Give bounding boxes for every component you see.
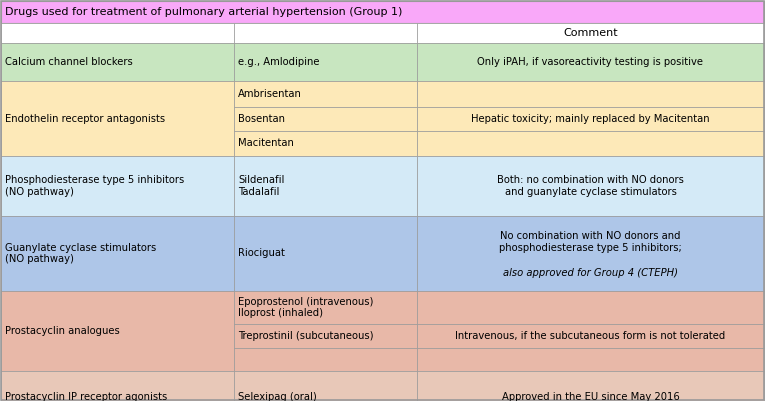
Bar <box>234 81 417 107</box>
Text: Intravenous, if the subcutaneous form is not tolerated: Intravenous, if the subcutaneous form is… <box>455 331 726 341</box>
Text: Endothelin receptor antagonists: Endothelin receptor antagonists <box>5 113 165 124</box>
Text: Prostacyclin analogues: Prostacyclin analogues <box>5 326 120 336</box>
Bar <box>234 43 417 81</box>
Bar <box>234 216 417 291</box>
Text: Prostacyclin IP receptor agonists: Prostacyclin IP receptor agonists <box>5 392 168 401</box>
Bar <box>1 216 234 291</box>
Text: Treprostinil (subcutaneous): Treprostinil (subcutaneous) <box>238 331 373 341</box>
Text: Only iPAH, if vasoreactivity testing is positive: Only iPAH, if vasoreactivity testing is … <box>477 57 704 67</box>
Bar <box>417 23 764 43</box>
Bar <box>1 23 234 43</box>
Bar <box>417 107 764 131</box>
Bar <box>417 156 764 216</box>
Bar <box>234 348 417 371</box>
Text: Calcium channel blockers: Calcium channel blockers <box>5 57 133 67</box>
Bar <box>417 348 764 371</box>
Bar <box>234 324 417 348</box>
Bar <box>234 156 417 216</box>
Bar <box>234 371 417 401</box>
Bar <box>234 131 417 156</box>
Bar <box>1 43 234 81</box>
Bar <box>1 156 234 216</box>
Text: Guanylate cyclase stimulators
(NO pathway): Guanylate cyclase stimulators (NO pathwa… <box>5 243 156 264</box>
Text: also approved for Group 4 (CTEPH): also approved for Group 4 (CTEPH) <box>503 268 678 278</box>
Text: Both: no combination with NO donors
and guanylate cyclase stimulators: Both: no combination with NO donors and … <box>497 175 684 197</box>
Text: Ambrisentan: Ambrisentan <box>238 89 302 99</box>
Bar <box>417 324 764 348</box>
Text: Phosphodiesterase type 5 inhibitors
(NO pathway): Phosphodiesterase type 5 inhibitors (NO … <box>5 175 184 197</box>
Bar <box>417 216 764 291</box>
Text: Riociguat: Riociguat <box>238 249 285 259</box>
Text: Macitentan: Macitentan <box>238 138 294 148</box>
Bar <box>417 371 764 401</box>
Bar <box>234 23 417 43</box>
Bar <box>1 291 234 371</box>
Bar <box>417 131 764 156</box>
Bar <box>417 81 764 107</box>
Text: Approved in the EU since May 2016: Approved in the EU since May 2016 <box>502 392 679 401</box>
Text: Drugs used for treatment of pulmonary arterial hypertension (Group 1): Drugs used for treatment of pulmonary ar… <box>5 7 402 17</box>
Bar <box>417 291 764 324</box>
Text: Selexipag (oral): Selexipag (oral) <box>238 392 317 401</box>
Bar <box>234 107 417 131</box>
Text: Comment: Comment <box>563 28 618 38</box>
Bar <box>417 43 764 81</box>
Bar <box>1 81 234 156</box>
Text: Sildenafil
Tadalafil: Sildenafil Tadalafil <box>238 175 285 197</box>
Text: e.g., Amlodipine: e.g., Amlodipine <box>238 57 320 67</box>
Text: Epoprostenol (intravenous)
Iloprost (inhaled): Epoprostenol (intravenous) Iloprost (inh… <box>238 297 373 318</box>
Text: Hepatic toxicity; mainly replaced by Macitentan: Hepatic toxicity; mainly replaced by Mac… <box>471 114 710 124</box>
Bar <box>1 371 234 401</box>
Text: Bosentan: Bosentan <box>238 114 285 124</box>
Text: No combination with NO donors and
phosphodiesterase type 5 inhibitors;: No combination with NO donors and phosph… <box>499 231 682 253</box>
Bar <box>1 1 764 23</box>
Bar <box>234 291 417 324</box>
